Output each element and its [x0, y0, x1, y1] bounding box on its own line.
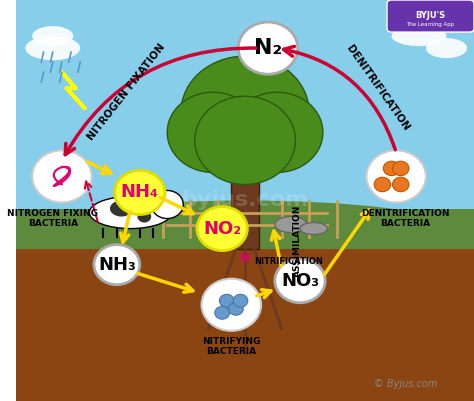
Circle shape	[115, 170, 165, 215]
Ellipse shape	[110, 200, 133, 217]
Text: NH₃: NH₃	[98, 256, 136, 273]
Text: NITRIFICATION: NITRIFICATION	[254, 257, 323, 266]
Circle shape	[195, 96, 295, 184]
Ellipse shape	[32, 26, 73, 46]
Text: © Byjus.com: © Byjus.com	[374, 379, 437, 389]
Circle shape	[219, 294, 234, 307]
Circle shape	[197, 207, 247, 251]
Circle shape	[233, 294, 248, 307]
Ellipse shape	[50, 200, 440, 249]
Text: byjus.com: byjus.com	[182, 190, 309, 211]
Text: DENITRIFICATION: DENITRIFICATION	[345, 44, 411, 133]
Text: NH₄: NH₄	[121, 184, 159, 201]
Circle shape	[32, 150, 91, 203]
Ellipse shape	[25, 36, 80, 60]
Text: DENITRIFICATION
BACTERIA: DENITRIFICATION BACTERIA	[361, 209, 449, 228]
Circle shape	[383, 161, 400, 176]
Text: N₂: N₂	[254, 38, 282, 58]
Ellipse shape	[90, 196, 172, 229]
Ellipse shape	[300, 223, 328, 235]
Ellipse shape	[137, 211, 151, 223]
Circle shape	[94, 245, 140, 285]
Circle shape	[215, 306, 229, 319]
Ellipse shape	[392, 26, 447, 46]
Text: N: N	[240, 252, 250, 265]
Bar	[231, 160, 259, 249]
Text: NITRIFYING
BACTERIA: NITRIFYING BACTERIA	[202, 337, 261, 356]
Text: NITROGEN FIXATION: NITROGEN FIXATION	[85, 42, 167, 142]
Bar	[16, 209, 474, 249]
Circle shape	[151, 190, 183, 219]
Circle shape	[275, 259, 325, 303]
Circle shape	[366, 150, 426, 203]
Text: ASSIMILATION: ASSIMILATION	[293, 205, 302, 277]
Ellipse shape	[426, 38, 467, 58]
FancyBboxPatch shape	[387, 0, 474, 32]
Circle shape	[167, 92, 259, 172]
Circle shape	[392, 177, 409, 192]
Text: NITROGEN FIXING
BACTERIA: NITROGEN FIXING BACTERIA	[7, 209, 98, 228]
Ellipse shape	[275, 217, 307, 233]
Circle shape	[392, 161, 409, 176]
Circle shape	[374, 177, 391, 192]
Bar	[16, 233, 474, 401]
Text: BYJU'S: BYJU'S	[415, 11, 446, 20]
Text: The Learning App: The Learning App	[406, 22, 455, 27]
Circle shape	[201, 279, 261, 331]
Circle shape	[181, 56, 309, 168]
Circle shape	[228, 302, 243, 315]
Circle shape	[238, 22, 298, 74]
Text: NO₂: NO₂	[203, 220, 241, 237]
Bar	[16, 0, 474, 233]
Circle shape	[231, 92, 323, 172]
Text: NO₃: NO₃	[281, 272, 319, 290]
